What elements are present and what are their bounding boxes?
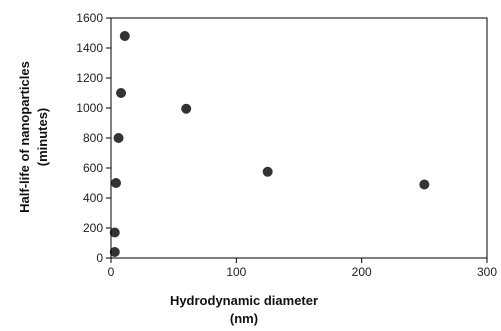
x-axis-ticks: 0 100 200 300 [108,258,497,279]
data-point [109,247,120,257]
y-axis-label: Half-life of nanoparticles [17,61,32,213]
data-point [262,166,273,177]
x-tick-label: 100 [226,265,246,279]
plot-area-frame [110,17,488,259]
y-tick-label: 800 [83,131,103,145]
data-point [113,133,124,143]
y-tick-label: 1200 [76,71,103,85]
data-point [181,103,192,114]
x-tick-label: 200 [352,265,372,279]
y-axis-title: Half-life of nanoparticles (minutes) [17,61,50,213]
y-tick-label: 0 [96,251,103,265]
y-tick-label: 1000 [76,101,103,115]
x-tick-label: 300 [477,265,497,279]
y-tick-label: 200 [83,221,103,235]
x-axis-unit-label: (nm) [230,311,258,326]
data-point [109,227,120,238]
data-points [109,31,430,257]
x-axis-label: Hydrodynamic diameter [170,293,318,308]
y-axis-ticks: 0 200 400 600 800 1000 1200 1400 1600 [76,11,111,265]
y-tick-label: 1600 [76,11,103,25]
y-tick-label: 400 [83,191,103,205]
data-point [119,31,130,41]
y-axis-unit-label: (minutes) [35,108,50,167]
y-tick-label: 1400 [76,41,103,55]
x-axis-title: Hydrodynamic diameter (nm) [170,293,318,326]
x-tick-label: 0 [108,265,115,279]
data-point [419,179,430,190]
data-point [111,178,122,188]
data-point [116,88,127,98]
y-tick-label: 600 [83,161,103,175]
